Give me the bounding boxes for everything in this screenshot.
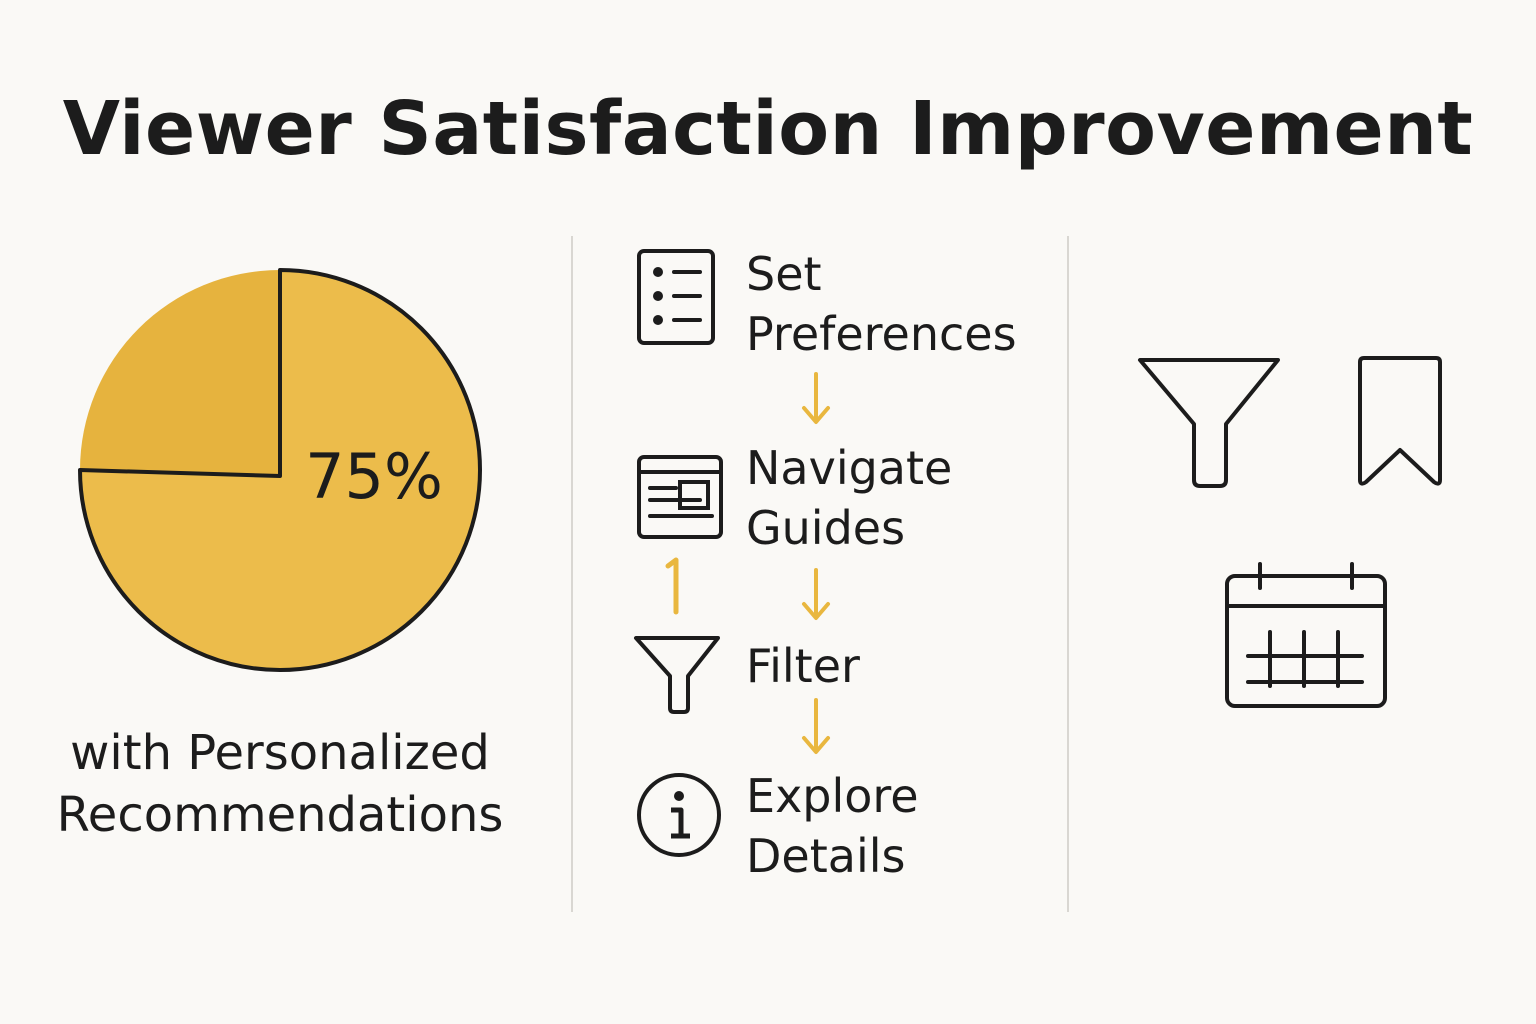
pie-slice-rest <box>80 270 280 476</box>
guide-icon <box>637 455 723 539</box>
bookmark-icon <box>1358 356 1442 486</box>
pie-slice-main <box>78 268 482 672</box>
step-label-line: Preferences <box>746 307 1017 361</box>
step-label-line: Navigate <box>746 441 953 495</box>
arrow-down-icon <box>802 698 830 754</box>
pie-caption-line: Recommendations <box>56 787 504 843</box>
pie-data-label: 75% <box>305 440 443 513</box>
arrow-down-icon <box>802 568 830 620</box>
filter-icon <box>634 636 720 714</box>
pie-caption-line: with Personalized <box>70 725 490 781</box>
filter-icon <box>1138 358 1280 488</box>
step-label-line: Set <box>746 247 822 301</box>
divider <box>571 236 573 912</box>
arrow-down-icon <box>802 372 830 424</box>
calendar-icon <box>1225 562 1387 708</box>
step-label-line: Details <box>746 829 906 883</box>
step-label-line: Filter <box>746 639 860 693</box>
step-label-line: Guides <box>746 501 906 555</box>
pie-chart-svg: 75% <box>78 268 482 672</box>
list-icon <box>637 249 715 345</box>
step-label-explore-details: Explore Details <box>746 766 919 886</box>
pie-chart: 75% <box>76 266 484 674</box>
pie-caption: with Personalized Recommendations <box>40 722 520 846</box>
step-label-set-preferences: Set Preferences <box>746 244 1017 364</box>
step-label-filter: Filter <box>746 636 860 696</box>
connector-mark-icon <box>665 557 679 615</box>
step-label-line: Explore <box>746 769 919 823</box>
info-icon <box>637 773 721 857</box>
step-label-navigate-guides: Navigate Guides <box>746 438 952 558</box>
page-title: Viewer Satisfaction Improvement <box>62 86 1474 172</box>
divider <box>1067 236 1069 912</box>
